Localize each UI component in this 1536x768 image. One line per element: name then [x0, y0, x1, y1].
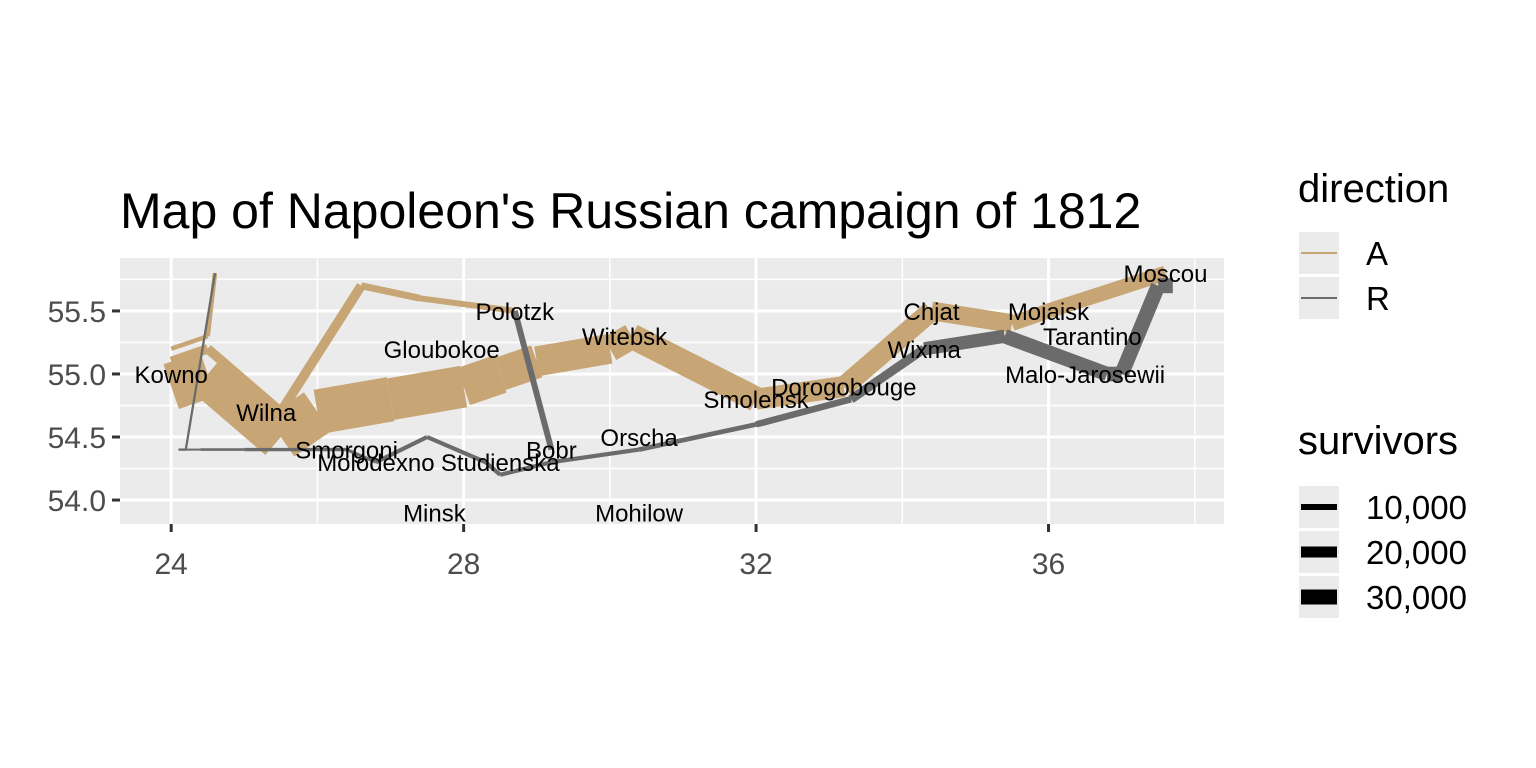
- x-tick-label-0: 24: [154, 548, 187, 581]
- y-tick-label-1: 54.5: [48, 422, 106, 455]
- city-label-moscou: Moscou: [1123, 261, 1207, 288]
- city-label-mohilow: Mohilow: [595, 501, 684, 528]
- legend-direction-title: direction: [1298, 167, 1449, 211]
- y-tick-label-3: 55.5: [48, 296, 106, 329]
- legend-label-20000: 20,000: [1366, 534, 1467, 571]
- legend-survivors-title: survivors: [1298, 419, 1458, 463]
- path-segment-a-g1-4: [391, 387, 464, 400]
- city-label-polotzk: Polotzk: [475, 299, 555, 326]
- city-label-tarantino: Tarantino: [1043, 324, 1142, 351]
- city-label-orscha: Orscha: [600, 425, 678, 452]
- city-label-chjat: Chjat: [903, 299, 959, 326]
- y-tick-label-2: 55.0: [48, 359, 106, 392]
- x-tick-label-1: 28: [447, 548, 480, 581]
- legend-label-30000: 30,000: [1366, 579, 1467, 616]
- city-label-wixma: Wixma: [888, 337, 962, 364]
- chart-title: Map of Napoleon's Russian campaign of 18…: [120, 183, 1141, 239]
- y-tick-label-0: 54.0: [48, 485, 106, 518]
- city-label-molodexno: Molodexno: [317, 450, 434, 477]
- city-label-bobr: Bobr: [526, 438, 577, 465]
- x-tick-label-2: 32: [739, 548, 772, 581]
- legend-label-10000: 10,000: [1366, 489, 1467, 526]
- legend-label-r: R: [1366, 280, 1390, 317]
- city-label-mojaisk: Mojaisk: [1008, 299, 1090, 326]
- city-label-malo-jarosewii: Malo-Jarosewii: [1005, 362, 1165, 389]
- city-label-kowno: Kowno: [135, 362, 208, 389]
- city-label-dorogobouge: Dorogobouge: [771, 375, 916, 402]
- path-segment-a-g1-5: [464, 374, 501, 387]
- city-label-wilna: Wilna: [236, 400, 297, 427]
- x-tick-label-3: 36: [1032, 548, 1065, 581]
- city-label-witebsk: Witebsk: [582, 324, 668, 351]
- path-segment-a-g1-3: [317, 399, 390, 412]
- plot-panel: [120, 258, 1224, 524]
- city-label-gloubokoe: Gloubokoe: [384, 337, 500, 364]
- legend-survivors: survivors 10,000 20,000 30,000: [1298, 419, 1467, 618]
- city-label-minsk: Minsk: [403, 501, 467, 528]
- legend-label-a: A: [1366, 235, 1388, 272]
